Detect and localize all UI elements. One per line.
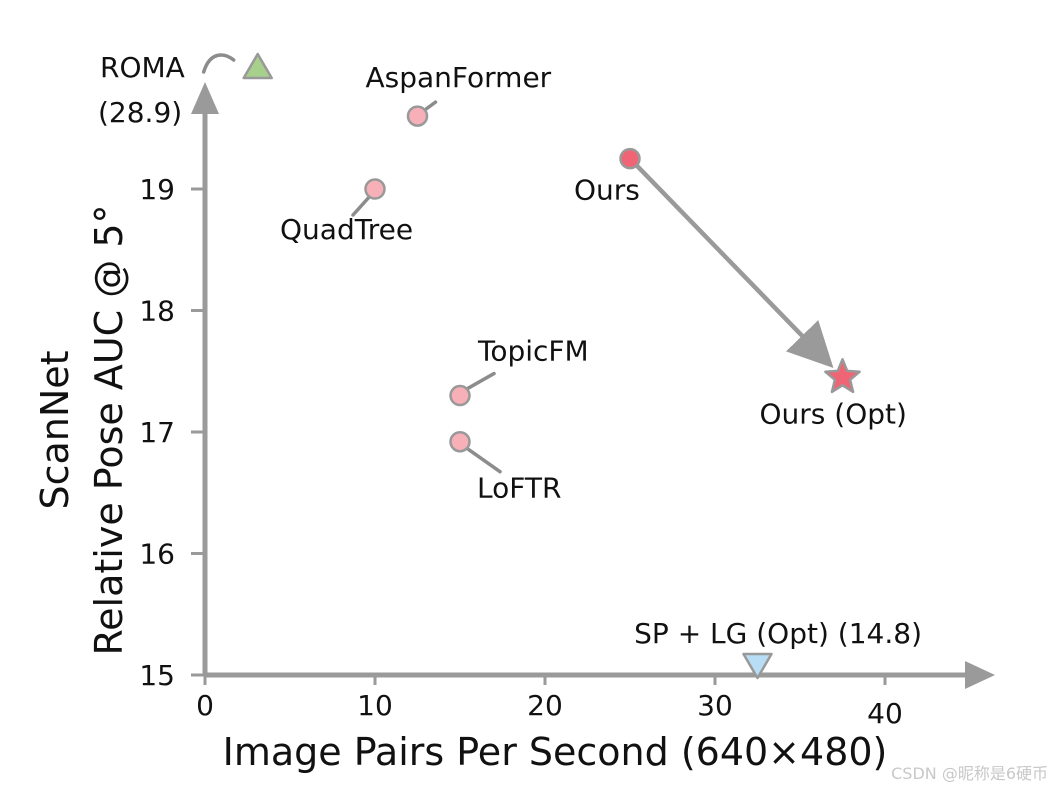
improvement-arrow-layer <box>628 157 834 369</box>
label-roma-value: (28.9) <box>98 96 182 129</box>
point-labels: AspanFormer QuadTree Ours Ours (Opt) TopicFM… <box>98 51 922 650</box>
label-ours: Ours <box>574 174 640 207</box>
label-sp-lg-opt-14-8: SP + LG (Opt) (14.8) <box>634 617 922 650</box>
y-tick-label: 18 <box>139 295 175 328</box>
y-tick-label: 16 <box>139 538 175 571</box>
y-axis-arrowhead <box>191 82 219 114</box>
data-marks <box>242 52 861 680</box>
y-tick-label: 15 <box>139 659 175 692</box>
improvement-arrow <box>628 157 834 369</box>
x-tick-label: 0 <box>196 689 214 722</box>
x-tick-label: 10 <box>357 689 393 722</box>
label-topicfm: TopicFM <box>477 335 589 368</box>
label-quadtree: QuadTree <box>280 213 413 246</box>
leader-loftr <box>464 445 502 474</box>
label-aspanformer: AspanFormer <box>366 61 552 94</box>
point-ours <box>619 147 641 170</box>
label-ours-opt: Ours (Opt) <box>760 397 907 430</box>
leader-quadtree <box>351 193 373 217</box>
x-tick-label: 40 <box>867 697 903 730</box>
label-leaders <box>201 53 502 474</box>
x-tick-label: 20 <box>527 689 563 722</box>
point-quadtree <box>364 178 386 200</box>
x-axis-arrowhead <box>965 661 995 689</box>
axes <box>191 82 995 689</box>
point-ours-opt <box>824 358 861 394</box>
y-axis-title-line-2: Relative Pose AUC @ 5° <box>87 204 131 655</box>
point-topicfm <box>449 384 471 407</box>
y-tick-label: 19 <box>139 173 175 206</box>
ticks: 0 10 20 30 40 15 16 17 18 19 <box>139 173 902 730</box>
x-tick-label: 30 <box>697 689 733 722</box>
x-axis-title: Image Pairs Per Second (640×480) <box>223 730 888 774</box>
y-axis-title: ScanNet Relative Pose AUC @ 5° <box>33 204 131 655</box>
leader-topicfm <box>462 371 496 393</box>
point-aspanformer <box>406 105 429 127</box>
y-tick-label: 17 <box>139 416 175 449</box>
leader-roma <box>201 53 236 74</box>
watermark: CSDN @昵称是6硬币 <box>891 764 1048 783</box>
label-roma: ROMA <box>100 51 185 84</box>
label-loftr: LoFTR <box>477 472 561 505</box>
point-roma <box>242 52 273 80</box>
point-sp-lg-opt-14-8 <box>742 652 773 680</box>
point-loftr <box>449 430 471 453</box>
y-axis-title-line-1: ScanNet <box>33 350 77 509</box>
